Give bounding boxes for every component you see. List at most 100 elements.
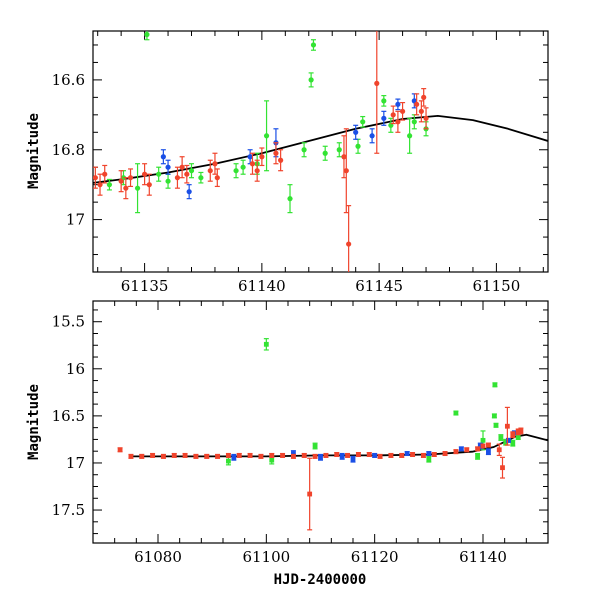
green-marker	[453, 410, 459, 416]
green-data-point	[407, 117, 413, 154]
red-data-point	[301, 452, 307, 458]
green-marker	[475, 453, 480, 459]
green-data-point	[381, 95, 387, 107]
red-marker	[247, 453, 253, 458]
red-data-point	[212, 152, 218, 175]
green-marker	[336, 147, 342, 153]
red-marker	[421, 453, 426, 458]
red-marker	[182, 453, 188, 458]
red-data-point	[182, 452, 188, 458]
red-data-point	[504, 406, 510, 446]
blue-marker	[506, 437, 511, 443]
blue-marker	[381, 115, 387, 121]
red-marker	[291, 453, 296, 459]
x-tick-label: 61120	[351, 548, 399, 566]
red-marker	[236, 453, 242, 458]
red-data-point	[420, 452, 426, 458]
red-marker	[301, 453, 307, 458]
red-data-point	[399, 102, 406, 121]
blue-marker	[165, 164, 171, 170]
top-data-marks	[93, 31, 548, 272]
red-data-point	[431, 452, 437, 457]
red-marker	[388, 453, 394, 458]
red-data-point	[160, 453, 166, 459]
green-data-point	[426, 455, 432, 463]
red-marker	[207, 168, 213, 174]
green-marker	[312, 443, 318, 449]
y-tick-label: 15.5	[52, 313, 85, 331]
bottom-tick-labels: 61080 61100 61120 61140 15.5 16 16.5 17 17.5	[52, 313, 507, 566]
red-data-point	[174, 166, 181, 189]
red-data-point	[480, 443, 486, 449]
red-data-point	[395, 110, 401, 133]
green-data-point	[225, 456, 231, 466]
blue-marker	[186, 189, 192, 195]
green-marker	[503, 439, 509, 445]
red-data-point	[280, 452, 286, 458]
red-marker	[139, 453, 145, 459]
green-data-point	[388, 117, 394, 133]
green-marker	[263, 341, 269, 347]
blue-data-point	[186, 184, 192, 200]
red-data-point	[510, 431, 516, 439]
green-data-point	[198, 171, 204, 184]
top-panel: 61135 61140 61145 61150 16.6 16.8 17 Magnitude	[26, 30, 549, 295]
blue-marker	[231, 454, 237, 460]
red-marker	[259, 154, 265, 160]
red-marker	[431, 452, 437, 457]
red-marker	[171, 453, 177, 458]
red-data-point	[102, 164, 108, 184]
green-data-point	[360, 115, 366, 128]
blue-marker	[350, 456, 356, 462]
red-data-point	[414, 93, 420, 116]
red-data-point	[93, 166, 98, 189]
green-marker	[355, 143, 361, 149]
red-data-point	[423, 107, 429, 130]
green-marker	[226, 458, 231, 464]
bottom-x-axis-label: HJD-2400000	[274, 572, 367, 588]
red-marker	[423, 115, 429, 121]
green-marker	[240, 164, 246, 170]
red-marker	[377, 453, 383, 459]
green-data-point	[336, 142, 342, 158]
green-data-point	[156, 166, 162, 182]
bottom-ticks	[92, 301, 549, 543]
red-marker	[215, 453, 220, 459]
green-marker	[308, 77, 314, 83]
red-marker	[442, 451, 448, 456]
green-marker	[301, 147, 307, 153]
y-tick-label: 16.5	[52, 407, 85, 425]
green-marker	[233, 168, 239, 174]
blue-marker	[486, 449, 491, 455]
red-marker	[273, 150, 279, 156]
red-marker	[93, 175, 98, 181]
blue-marker	[458, 446, 464, 452]
y-tick-label: 16.8	[52, 141, 85, 159]
green-marker	[106, 182, 113, 188]
red-marker	[480, 443, 486, 449]
green-marker	[510, 440, 516, 446]
x-tick-label: 61145	[355, 277, 403, 295]
red-data-point	[254, 159, 260, 182]
green-marker	[480, 437, 486, 443]
red-data-point	[117, 447, 123, 453]
red-marker	[504, 423, 510, 429]
red-data-point	[139, 453, 145, 459]
green-marker	[134, 185, 141, 191]
red-marker	[312, 453, 318, 459]
red-marker	[146, 182, 152, 188]
x-tick-label: 61135	[121, 277, 169, 295]
red-marker	[161, 453, 166, 459]
green-data-point	[310, 39, 317, 51]
red-marker	[475, 446, 480, 452]
x-tick-label: 61080	[134, 548, 182, 566]
green-data-point	[492, 382, 498, 388]
red-marker	[214, 175, 220, 181]
green-marker	[426, 456, 432, 462]
green-data-point	[233, 163, 239, 179]
x-tick-label: 61140	[238, 277, 286, 295]
red-marker	[278, 157, 284, 163]
blue-data-point	[426, 451, 432, 457]
red-data-point	[377, 453, 383, 459]
red-marker	[500, 465, 505, 471]
